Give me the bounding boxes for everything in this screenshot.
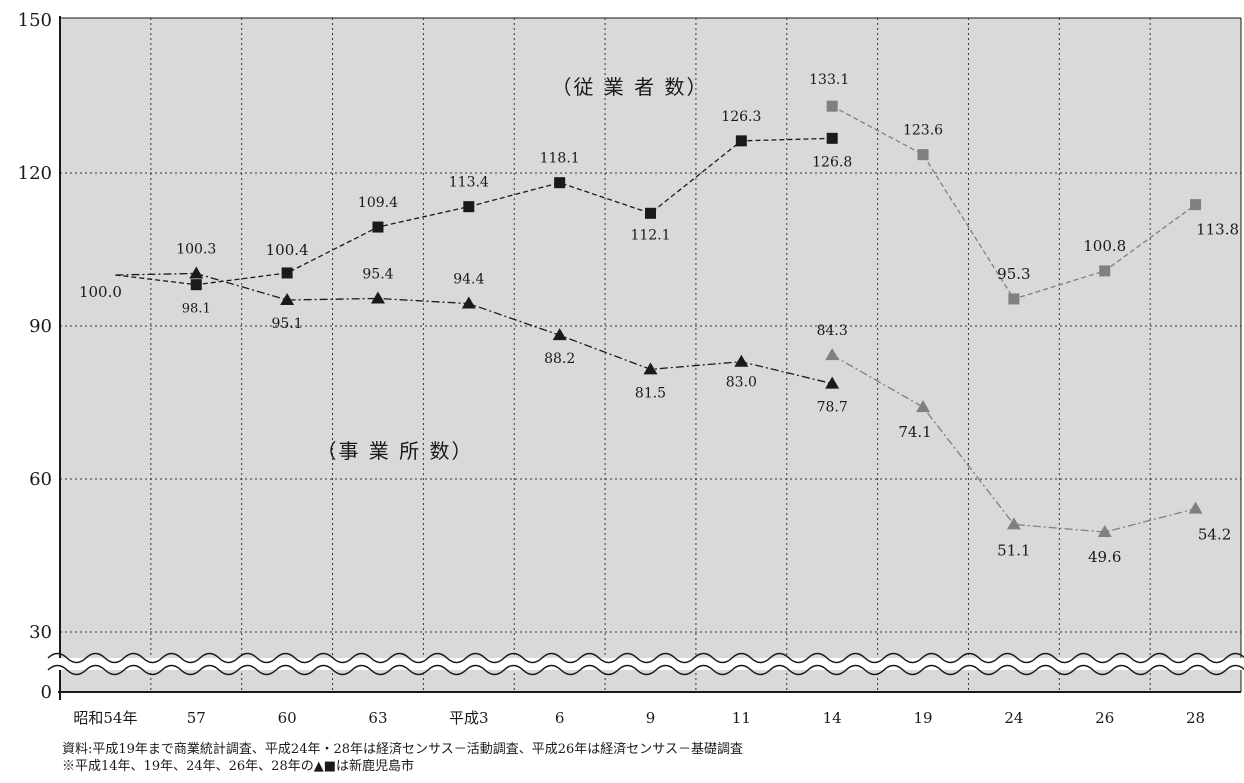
series-line-establishments_new — [831, 354, 1196, 533]
data-label: 100.3 — [176, 241, 216, 257]
data-label: 94.4 — [453, 272, 484, 288]
marker-triangle-establishments_new — [1188, 501, 1203, 514]
series-label-employees: （従 業 者 数） — [551, 75, 708, 99]
series-label-establishments: （事 業 所 数） — [316, 439, 473, 463]
data-label: 126.3 — [721, 109, 761, 125]
data-label: 74.1 — [898, 423, 931, 441]
data-label: 51.1 — [997, 541, 1030, 559]
x-tick-label: 平成3 — [449, 709, 489, 727]
marker-square-employees_new — [826, 100, 838, 112]
x-tick-label: 28 — [1186, 709, 1205, 727]
data-label: 95.1 — [272, 316, 303, 332]
marker-square-employees_old — [735, 135, 747, 147]
marker-square-employees_old — [372, 221, 384, 233]
marker-square-employees_old — [281, 267, 293, 279]
marker-square-employees_new — [1099, 265, 1111, 277]
data-label: 95.3 — [997, 265, 1030, 283]
data-label: 100.4 — [266, 241, 309, 259]
marker-triangle-establishments_old — [189, 266, 204, 279]
marker-triangle-establishments_new — [825, 348, 840, 361]
marker-triangle-establishments_old — [643, 362, 658, 375]
x-tick-label: 14 — [823, 709, 842, 727]
remark-note: ※平成14年、19年、24年、26年、28年の▲■は新鹿児島市 — [62, 759, 414, 774]
marker-square-employees_old — [554, 177, 566, 189]
marker-triangle-establishments_new — [916, 400, 931, 413]
marker-triangle-establishments_old — [370, 291, 385, 304]
data-label: 95.4 — [362, 266, 393, 282]
y-tick-label: 30 — [29, 622, 52, 643]
y-tick-label: 60 — [29, 469, 52, 490]
plot-area — [60, 18, 1241, 692]
marker-triangle-establishments_old — [280, 292, 295, 305]
axis-break-wave-lower — [47, 664, 1244, 676]
marker-triangle-establishments_old — [825, 376, 840, 389]
x-tick-label: 昭和54年 — [73, 709, 137, 727]
axis-break-band — [48, 658, 1244, 670]
marker-triangle-establishments_new — [1006, 517, 1021, 530]
marker-square-employees_old — [826, 132, 838, 144]
marker-square-employees_new — [1008, 293, 1020, 305]
data-label: 49.6 — [1088, 548, 1121, 566]
data-label: 109.4 — [358, 195, 398, 211]
line-chart: 0 30 60 90 120 150 昭和54年 57 60 63 平成3 6 9 11 14 19 24 26 2… — [18, 10, 1244, 727]
x-tick-label: 60 — [278, 709, 297, 727]
data-label: 126.8 — [812, 154, 852, 170]
marker-square-employees_old — [463, 201, 475, 213]
marker-triangle-establishments_old — [461, 296, 476, 309]
x-tick-label: 26 — [1095, 709, 1114, 727]
axis-break-wave-upper — [47, 652, 1244, 664]
source-note: 資料:平成19年まで商業統計調査、平成24年・28年は経済センサス－活動調査、平… — [62, 742, 744, 757]
data-label: 98.1 — [182, 302, 211, 317]
marker-triangle-establishments_old — [734, 354, 749, 367]
data-label: 123.6 — [903, 123, 943, 139]
x-tick-label: 63 — [368, 709, 387, 727]
data-label: 81.5 — [635, 385, 666, 401]
data-label: 88.2 — [544, 351, 575, 367]
data-label: 84.3 — [817, 323, 848, 339]
x-tick-label: 6 — [555, 709, 565, 727]
data-label: 113.4 — [449, 175, 489, 191]
marker-square-employees_new — [1190, 199, 1202, 211]
y-tick-label: 150 — [18, 10, 52, 31]
x-tick-label: 9 — [646, 709, 656, 727]
marker-triangle-establishments_new — [1097, 525, 1112, 538]
marker-square-employees_new — [917, 149, 929, 161]
data-label: 112.1 — [630, 227, 670, 243]
data-label: 133.1 — [809, 72, 849, 88]
data-label: 78.7 — [817, 400, 848, 416]
series-line-employees_old — [115, 137, 833, 286]
data-label: 113.8 — [1196, 221, 1239, 239]
x-tick-label: 24 — [1004, 709, 1023, 727]
y-tick-label: 90 — [29, 316, 52, 337]
y-tick-label: 0 — [41, 682, 52, 703]
x-tick-label: 11 — [732, 709, 751, 727]
data-label: 83.0 — [726, 375, 757, 391]
data-label: 100.0 — [79, 283, 122, 301]
marker-triangle-establishments_old — [552, 328, 567, 341]
marker-square-employees_old — [190, 279, 202, 291]
y-tick-label: 120 — [18, 163, 52, 184]
data-label: 54.2 — [1198, 526, 1231, 544]
x-tick-label: 57 — [187, 709, 206, 727]
data-label: 100.8 — [1083, 237, 1126, 255]
marker-square-employees_old — [645, 207, 656, 219]
data-label: 118.1 — [540, 151, 580, 167]
x-tick-label: 19 — [913, 709, 932, 727]
